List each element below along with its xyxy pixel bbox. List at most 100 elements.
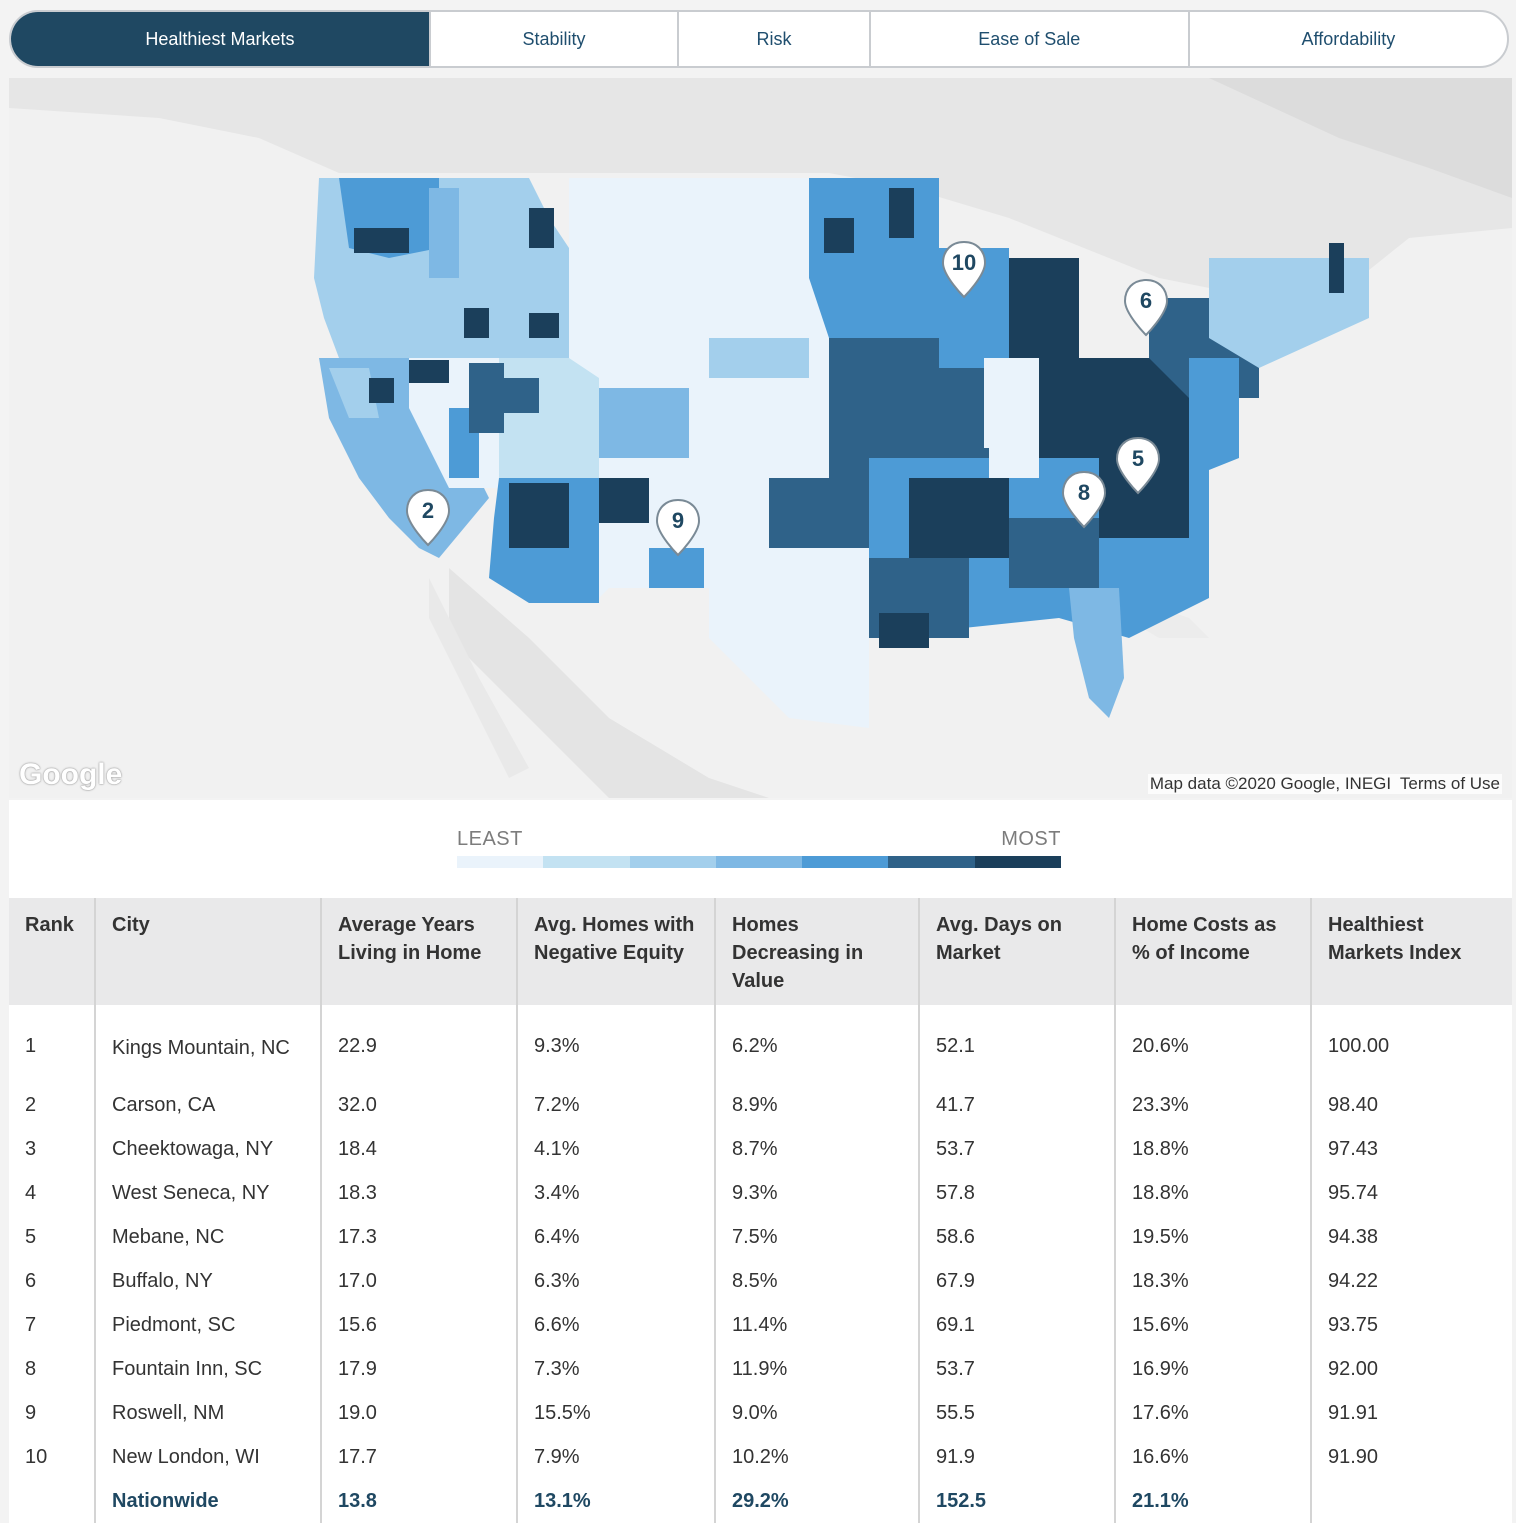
terms-of-use-link[interactable]: Terms of Use [1399,774,1500,793]
region-norcal [329,368,379,418]
region-idaho-north [429,188,459,278]
tab-affordability[interactable]: Affordability [1301,28,1396,49]
cell-city: Roswell, NM [95,1391,322,1435]
region-indiana [989,358,1039,478]
region-minnesota-west [824,218,854,253]
cell-negative-equity: 7.2% [517,1083,716,1127]
cell-city: Mebane, NC [95,1215,322,1259]
nationwide-cell-home-costs: 21.1% [1115,1479,1312,1523]
table-row: 7 Piedmont, SC 15.6 6.6% 11.4% 69.1 15.6% 93.75 [9,1303,1512,1347]
baja-peninsula [429,578,529,778]
cell-index: 95.74 [1311,1171,1512,1215]
region-northern-plains [569,178,829,378]
cell-index: 100.00 [1311,1005,1512,1083]
header-negative-equity[interactable]: Avg. Homes with Negative Equity [517,898,716,1005]
legend-swatch [974,856,1061,868]
nationwide-cell-years: 13.8 [321,1479,518,1523]
table-header-row: Rank City Average Years Living in Home A… [9,898,1512,1005]
tab-stability[interactable]: Stability [431,12,680,66]
nationwide-cell-index [1311,1479,1512,1523]
nationwide-cell-rank [9,1479,96,1523]
table-row: 6 Buffalo, NY 17.0 6.3% 8.5% 67.9 18.3% 94.22 [9,1259,1512,1303]
table-row: 2 Carson, CA 32.0 7.2% 8.9% 41.7 23.3% 98.40 [9,1083,1512,1127]
tab-healthiest-markets[interactable]: Healthiest Markets [11,12,431,66]
region-michigan [1009,258,1079,368]
region-montana-dark [529,313,559,338]
marker-pin-2[interactable]: 2 [405,488,451,548]
cell-rank: 9 [9,1391,96,1435]
nationwide-cell-decreasing-value: 29.2% [715,1479,920,1523]
cell-city: Kings Mountain, NC [95,1005,322,1083]
marker-pin-5[interactable]: 5 [1115,436,1161,496]
cell-city: Carson, CA [95,1083,322,1127]
cell-rank: 6 [9,1259,96,1303]
region-oklahoma-east [769,478,869,548]
header-index[interactable]: Healthiest Markets Index [1311,898,1512,1005]
legend-most-label: MOST [1001,828,1061,850]
header-years[interactable]: Average Years Living in Home [321,898,518,1005]
cell-rank: 8 [9,1347,96,1391]
marker-pin-6[interactable]: 6 [1123,278,1169,338]
cell-city: Piedmont, SC [95,1303,322,1347]
cell-rank: 5 [9,1215,96,1259]
cell-decreasing-value: 8.9% [715,1083,920,1127]
cell-decreasing-value: 8.7% [715,1127,920,1171]
cell-home-costs: 20.6% [1115,1005,1312,1083]
map-legend: LEAST MOST [9,800,1512,898]
header-home-costs[interactable]: Home Costs as % of Income [1115,898,1312,1005]
google-logo[interactable]: Google [19,758,123,791]
marker-pin-9[interactable]: 9 [655,498,701,558]
cell-index: 91.90 [1311,1435,1512,1479]
cell-years: 17.9 [321,1347,518,1391]
nationwide-row: Nationwide 13.8 13.1% 29.2% 152.5 21.1% [9,1479,1512,1523]
cell-days-on-market: 69.1 [919,1303,1116,1347]
region-mid-atlantic [1189,358,1239,478]
header-rank[interactable]: Rank [9,898,96,1005]
tab-ease-of-sale[interactable]: Ease of Sale [871,12,1190,66]
marker-label-6: 6 [1139,288,1153,313]
cell-years: 17.3 [321,1215,518,1259]
cell-negative-equity: 6.6% [517,1303,716,1347]
marker-label-2: 2 [421,498,435,523]
header-decreasing-value[interactable]: Homes Decreasing in Value [715,898,920,1005]
region-nm-northwest [599,478,649,523]
cell-negative-equity: 15.5% [517,1391,716,1435]
table-row: 9 Roswell, NM 19.0 15.5% 9.0% 55.5 17.6% 91.91 [9,1391,1512,1435]
cell-years: 18.3 [321,1171,518,1215]
region-minnesota [809,178,939,338]
cell-days-on-market: 57.8 [919,1171,1116,1215]
region-florida [1069,588,1124,718]
region-iowa-missouri [829,338,999,478]
cell-rank: 4 [9,1171,96,1215]
table-row: 8 Fountain Inn, SC 17.9 7.3% 11.9% 53.7 16.9% 9… [9,1347,1512,1391]
cell-city: West Seneca, NY [95,1171,322,1215]
mexico-landmass [449,568,769,798]
map-canvas[interactable] [9,78,1512,798]
marker-pin-10[interactable]: 10 [941,240,987,300]
tab-risk[interactable]: Risk [679,12,871,66]
region-nm-southeast [649,548,704,588]
cell-days-on-market: 91.9 [919,1435,1116,1479]
cell-negative-equity: 4.1% [517,1127,716,1171]
marker-pin-8[interactable]: 8 [1061,470,1107,530]
table-row: 3 Cheektowaga, NY 18.4 4.1% 8.7% 53.7 18.8% 97.… [9,1127,1512,1171]
legend-swatch [457,856,544,868]
map-data-credit: Map data ©2020 Google, INEGI [1149,774,1392,793]
cell-years: 19.0 [321,1391,518,1435]
choropleth-map[interactable]: 10 6 5 8 2 9 Google Map data ©2020 Googl… [9,78,1512,798]
nationwide-cell-days-on-market: 152.5 [919,1479,1116,1523]
cell-decreasing-value: 11.9% [715,1347,920,1391]
legend-swatch [629,856,716,868]
table-row: 5 Mebane, NC 17.3 6.4% 7.5% 58.6 19.5% 94.38 [9,1215,1512,1259]
cell-home-costs: 16.9% [1115,1347,1312,1391]
cell-city: Buffalo, NY [95,1259,322,1303]
cell-days-on-market: 58.6 [919,1215,1116,1259]
legend-swatch [802,856,889,868]
cell-days-on-market: 53.7 [919,1127,1116,1171]
header-days-on-market[interactable]: Avg. Days on Market [919,898,1116,1005]
cell-decreasing-value: 9.0% [715,1391,920,1435]
header-city[interactable]: City [95,898,322,1005]
legend-swatch [715,856,803,868]
table-row: 10 New London, WI 17.7 7.9% 10.2% 91.9 16.6% 91… [9,1435,1512,1479]
cell-index: 94.38 [1311,1215,1512,1259]
